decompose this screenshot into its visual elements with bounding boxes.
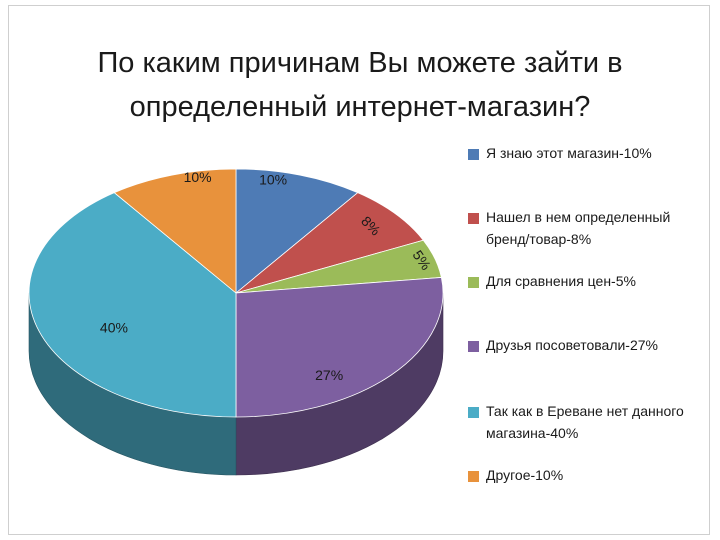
legend-swatch-5 (468, 407, 479, 418)
legend-swatch-4 (468, 341, 479, 352)
pie-slice-6 (113, 168, 237, 294)
legend-label-5: Так как в Ереване нет данного магазина-4… (486, 403, 684, 441)
pie-data-label-6: 10% (184, 169, 212, 185)
legend-label-3: Для сравнения цен-5% (486, 273, 636, 289)
chart-title: По каким причинам Вы можете зайти в опре… (0, 41, 720, 129)
pie-slice-4 (235, 277, 444, 418)
pie-slice-2 (235, 192, 424, 294)
pie-data-label-5: 40% (100, 319, 128, 335)
legend-label-6: Другое-10% (486, 467, 564, 483)
pie-data-labels: 10%8%5%27%40%10% (100, 169, 434, 383)
pie-slice-1 (235, 168, 359, 294)
chart-title-line-2: определенный интернет-магазин? (129, 91, 591, 124)
pie-data-label-4: 27% (315, 367, 343, 383)
pie-data-label-1: 10% (259, 171, 287, 187)
chart-title-line-1: По каким причинам Вы можете зайти в (97, 47, 623, 80)
legend-swatch-2 (468, 213, 479, 224)
pie-slice-5 (28, 192, 237, 418)
pie-top-faces (28, 168, 444, 418)
legend-swatch-3 (468, 277, 479, 288)
legend-swatch-1 (468, 149, 479, 160)
legend-swatch-6 (468, 471, 479, 482)
legend-label-1: Я знаю этот магазин-10% (486, 145, 652, 161)
legend-label-2: Нашел в нем определенный бренд/товар-8% (486, 209, 671, 247)
legend-label-4: Друзья посоветовали-27% (486, 337, 658, 353)
